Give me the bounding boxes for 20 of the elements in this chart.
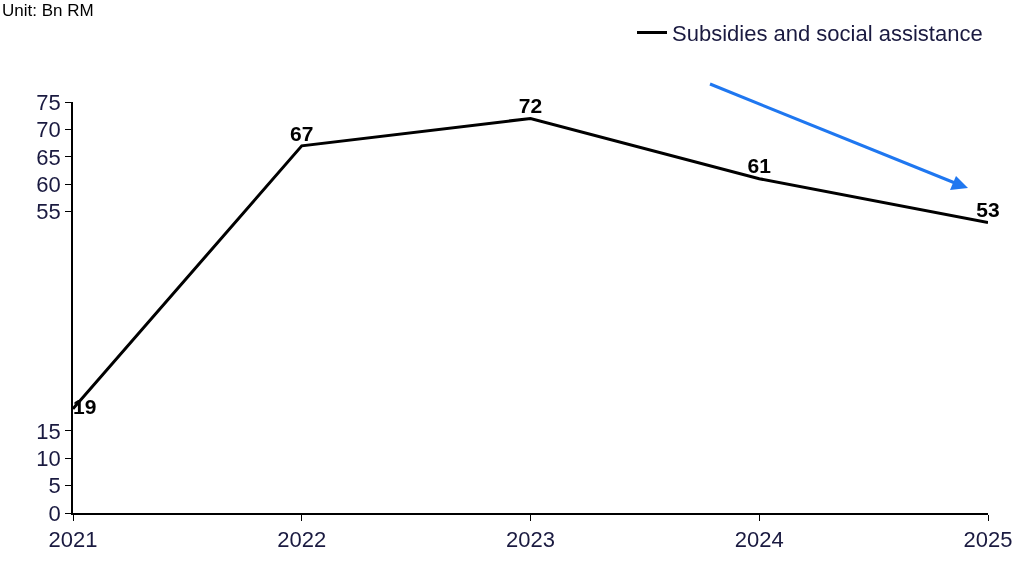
data-label: 67 xyxy=(290,121,314,145)
y-tick-label: 60 xyxy=(36,171,61,197)
x-tick-label: 2024 xyxy=(734,527,784,553)
y-tick-label: 65 xyxy=(36,144,61,170)
y-tick-label: 55 xyxy=(36,199,61,225)
data-label: 53 xyxy=(976,198,1000,222)
y-tick-label: 75 xyxy=(36,89,61,115)
text: Unit: Bn RM xyxy=(2,1,94,20)
legend-label: Subsidies and social assistance xyxy=(672,20,983,46)
y-tick-label: 0 xyxy=(48,500,61,526)
x-tick-label: 2023 xyxy=(506,527,555,553)
y-tick-label: 70 xyxy=(36,117,61,143)
x-tick-label: 2022 xyxy=(277,527,327,553)
x-tick-label: 2025 xyxy=(963,527,1013,553)
data-label: 61 xyxy=(747,154,772,178)
y-tick-label: 5 xyxy=(48,473,61,499)
y-tick-label: 10 xyxy=(36,445,61,471)
y-tick-label: 15 xyxy=(36,418,61,444)
data-label: 72 xyxy=(518,94,543,118)
x-tick-label: 2021 xyxy=(48,527,98,553)
